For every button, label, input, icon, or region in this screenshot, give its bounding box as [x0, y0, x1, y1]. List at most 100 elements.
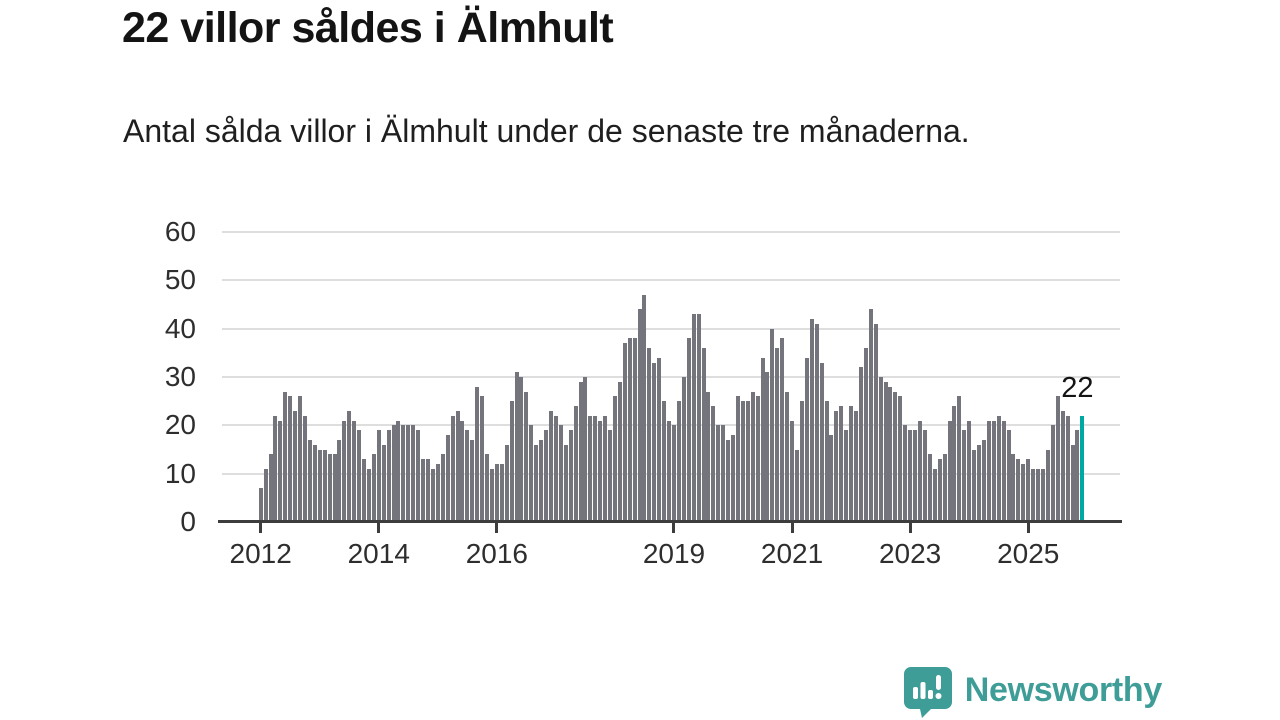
bar [893, 391, 898, 522]
bar [608, 430, 613, 522]
bar [593, 415, 598, 522]
x-axis-tick [790, 523, 794, 533]
bar [913, 430, 918, 522]
bar [908, 430, 913, 522]
bar [804, 357, 809, 522]
bar [937, 459, 942, 522]
bar [539, 439, 544, 522]
bar [440, 454, 445, 522]
page-title: 22 villor såldes i Älmhult [122, 4, 614, 52]
bar [263, 468, 268, 522]
bar [563, 444, 568, 522]
bar [268, 454, 273, 522]
newsworthy-logo[interactable]: Newsworthy [903, 664, 1162, 718]
bar [967, 420, 972, 522]
bar [681, 377, 686, 522]
bar [553, 415, 558, 522]
bar [790, 420, 795, 522]
bar [470, 439, 475, 522]
bar [962, 430, 967, 522]
bar [273, 415, 278, 522]
bar [312, 444, 317, 522]
bar [814, 323, 819, 522]
bar [568, 430, 573, 522]
bar [396, 420, 401, 522]
bar [509, 401, 514, 522]
bar [617, 381, 622, 522]
bar [376, 430, 381, 522]
bar [529, 425, 534, 522]
y-tick-label: 60 [164, 216, 196, 247]
bar [366, 468, 371, 522]
gridline [222, 327, 1120, 330]
chart-subtitle: Antal sålda villor i Älmhult under de se… [123, 113, 970, 149]
bar [780, 338, 785, 522]
bar [421, 459, 426, 522]
bar [706, 391, 711, 522]
bar [952, 406, 957, 522]
bar [878, 377, 883, 522]
bar [362, 459, 367, 522]
bar [499, 464, 504, 522]
x-axis-tick [672, 523, 676, 533]
bar [544, 430, 549, 522]
bar [622, 343, 627, 522]
bar [676, 401, 681, 522]
bar [691, 314, 696, 522]
bar [357, 430, 362, 522]
bar [534, 444, 539, 522]
bar [598, 420, 603, 522]
bar [740, 401, 745, 522]
bar [898, 396, 903, 522]
bar [819, 362, 824, 522]
bar [381, 444, 386, 522]
y-tick-label: 20 [164, 409, 196, 441]
bar [1006, 430, 1011, 522]
bar [322, 449, 327, 522]
highlight-value-label: 22 [1061, 371, 1094, 404]
x-tick-label: 2012 [229, 538, 292, 569]
bar [947, 420, 952, 522]
bar [465, 430, 470, 522]
bar [573, 406, 578, 522]
x-tick-label: 2021 [760, 538, 824, 569]
bar [386, 430, 391, 522]
bar [701, 348, 706, 522]
bar [981, 439, 986, 522]
bar [337, 439, 342, 522]
bar [278, 420, 283, 522]
bar [932, 468, 937, 522]
bar [986, 420, 991, 522]
bar [972, 449, 977, 522]
bar [460, 420, 465, 522]
bar [977, 444, 982, 522]
bar [548, 410, 553, 522]
bar [799, 401, 804, 522]
gridline [222, 279, 1120, 282]
bar-highlight [1080, 415, 1085, 522]
bar [401, 425, 406, 522]
bar [642, 294, 647, 522]
bar [957, 396, 962, 522]
bar [327, 454, 332, 522]
bar [1021, 464, 1026, 522]
bar [785, 391, 790, 522]
bar [588, 415, 593, 522]
y-tick-label: 50 [164, 264, 196, 296]
bar [445, 435, 450, 522]
bar [775, 348, 780, 522]
bar [317, 449, 322, 522]
bar [1075, 430, 1080, 522]
bar [578, 381, 583, 522]
bar [435, 464, 440, 522]
bar [489, 468, 494, 522]
bar [854, 410, 859, 522]
bar [1060, 410, 1065, 522]
bar [519, 377, 524, 522]
bar [760, 357, 765, 522]
bar [1001, 420, 1006, 522]
bar [1045, 449, 1050, 522]
bar [632, 338, 637, 522]
bar [514, 372, 519, 522]
